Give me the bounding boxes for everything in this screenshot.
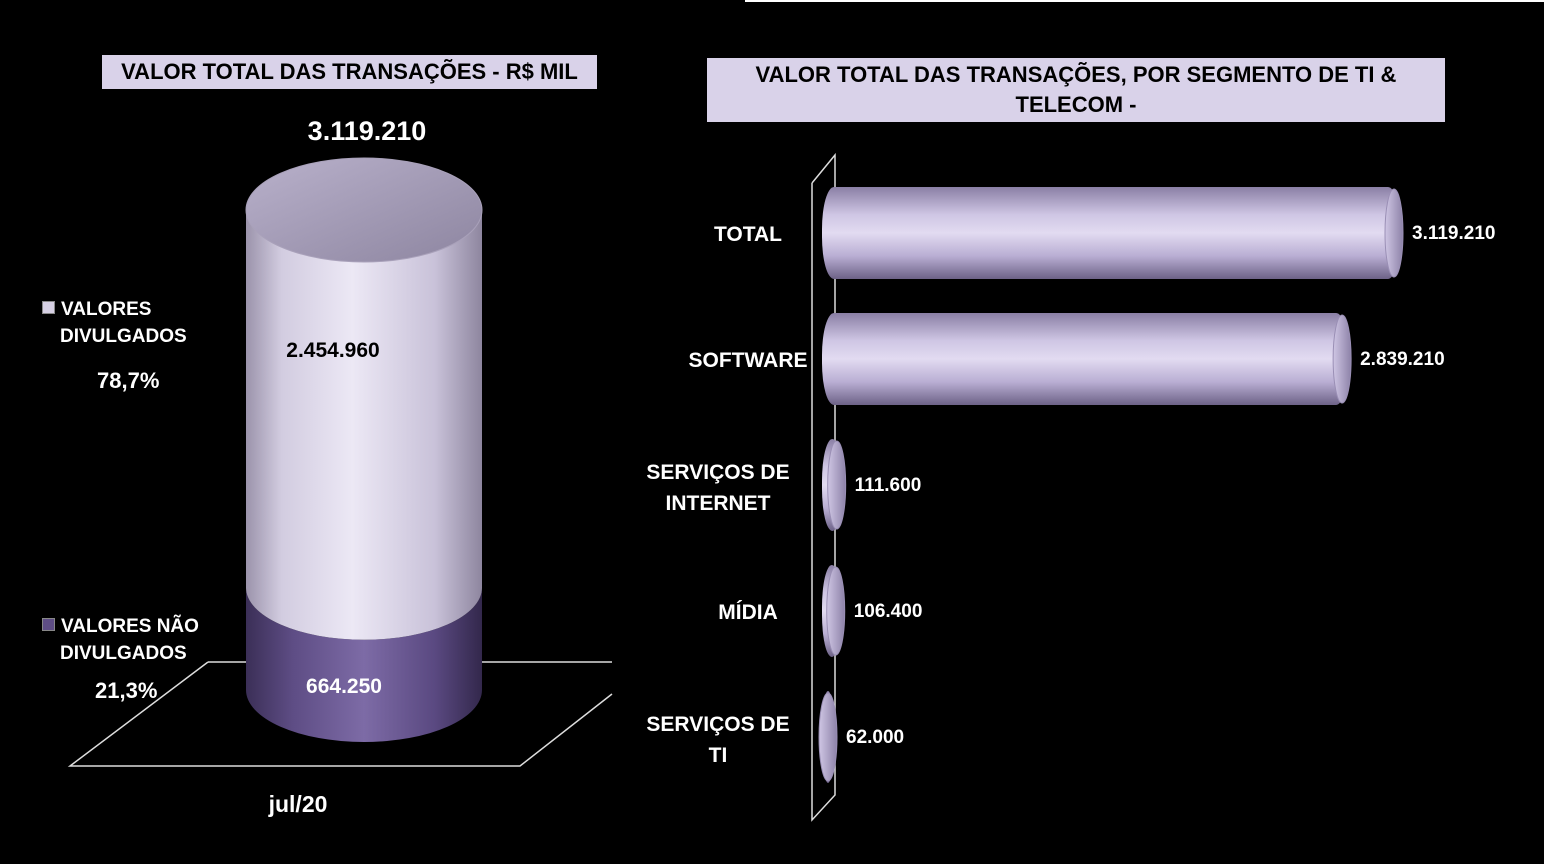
value-label-divulgados: 2.454.960 [286, 339, 379, 362]
category-label: TOTAL [714, 223, 782, 246]
cylinder-segment-nao-divulgados [246, 587, 482, 742]
bar-end-cap [1384, 188, 1404, 278]
legend-label-nao-divulgados-line2: DIVULGADOS [60, 643, 187, 664]
bar-3 [822, 565, 846, 657]
bar-body [822, 187, 1400, 279]
category-label-line2: INTERNET [666, 492, 771, 515]
bar-1 [822, 313, 1352, 405]
right-chart-title-line1: VALOR TOTAL DAS TRANSAÇÕES, POR SEGMENTO… [755, 62, 1397, 117]
bar-0 [822, 187, 1404, 279]
category-label: SOFTWARE [689, 349, 808, 372]
left-chart-title: VALOR TOTAL DAS TRANSAÇÕES - R$ MIL [102, 55, 597, 89]
right-bar-chart: 3.119.210 TOTAL 2.839.210 SOFTWARE 111.600 SE… [646, 152, 1495, 822]
category-label-line2: TI [709, 744, 728, 767]
right-axis-wall [811, 152, 836, 822]
bar-2 [822, 439, 847, 531]
left-floor-front-edge [67, 661, 613, 767]
legend-item-divulgados: VALORES DIVULGADOS [42, 296, 187, 350]
category-label-line1: SERVIÇOS DE [646, 461, 789, 484]
cylinder-total-label: 3.119.210 [308, 116, 427, 146]
cylinder-top-cap [245, 157, 483, 263]
legend-marker-nao-divulgados [42, 618, 55, 631]
bar-value-label: 2.839.210 [1360, 349, 1445, 370]
legend-marker-divulgados [42, 301, 55, 314]
bar-end-cap [818, 692, 838, 782]
bar-end-cap [1332, 314, 1352, 404]
top-border-line [745, 0, 1544, 2]
cylinder-segment-divulgados [246, 210, 482, 640]
bar-body [822, 313, 1349, 405]
bar-value-label: 3.119.210 [1412, 223, 1495, 244]
right-chart-title: VALOR TOTAL DAS TRANSAÇÕES, POR SEGMENTO… [707, 58, 1445, 147]
value-label-nao-divulgados: 664.250 [306, 675, 382, 698]
left-category-label: jul/20 [268, 791, 328, 817]
legend-label-nao-divulgados: VALORES NÃO [61, 616, 199, 637]
category-label: MÍDIA [718, 601, 778, 624]
bar-value-label: 106.400 [854, 601, 923, 622]
legend-item-nao-divulgados: VALORES NÃO DIVULGADOS [42, 613, 199, 667]
legend-label-divulgados-line2: DIVULGADOS [60, 326, 187, 347]
legend-label-divulgados: VALORES [61, 299, 152, 320]
share-nao-divulgados: 21,3% [95, 678, 158, 703]
bar-4 [818, 691, 838, 783]
right-chart-title-line2: R$ MIL - jul/20 [1002, 122, 1150, 147]
category-label-line1: SERVIÇOS DE [646, 713, 789, 736]
share-divulgados: 78,7% [97, 368, 160, 393]
bar-end-cap [827, 440, 847, 530]
bar-value-label: 111.600 [855, 475, 922, 496]
left-stacked-cylinder: 3.119.210 2.454.960 664.250 jul/20 [245, 116, 483, 817]
bar-value-label: 62.000 [846, 727, 904, 748]
bar-end-cap [826, 566, 846, 656]
